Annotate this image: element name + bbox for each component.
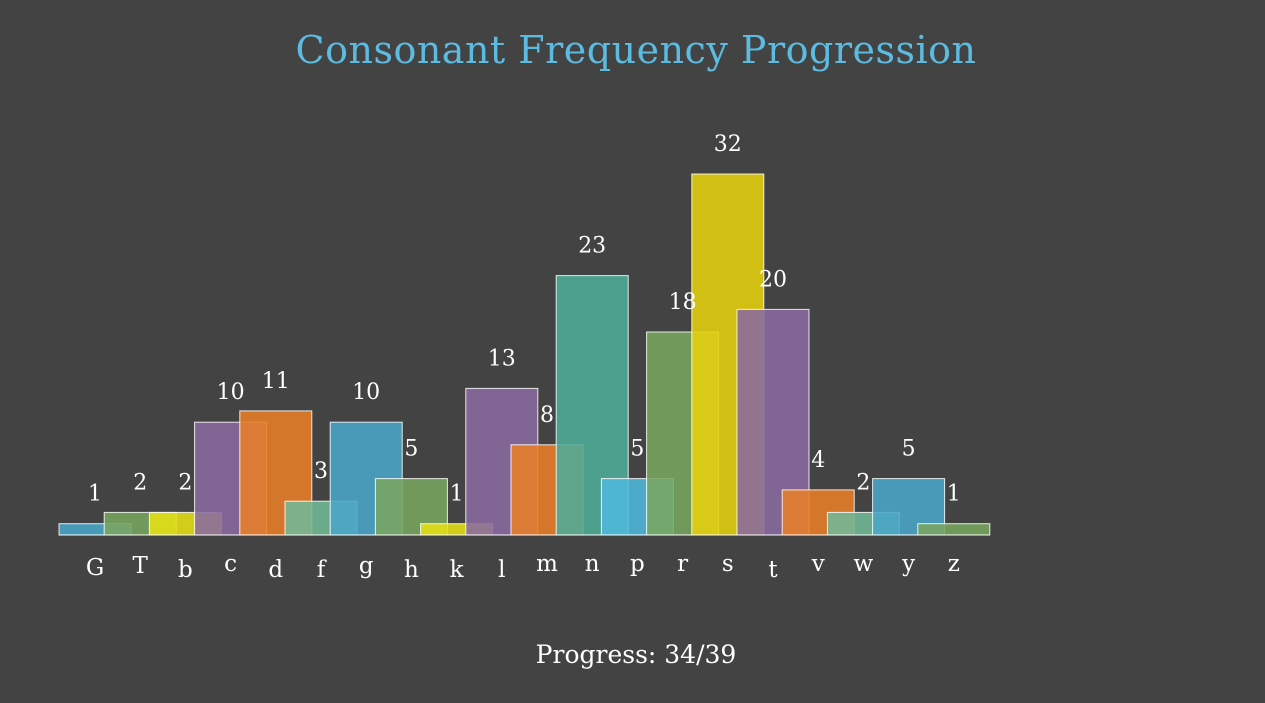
value-label-k: 1	[450, 482, 464, 507]
x-tick-T: T	[133, 553, 149, 579]
x-tick-m: m	[536, 551, 558, 577]
x-tick-v: v	[811, 551, 825, 577]
x-tick-n: n	[585, 551, 600, 577]
x-tick-p: p	[630, 551, 645, 577]
value-label-d: 11	[262, 369, 290, 394]
value-label-t: 20	[759, 267, 787, 292]
chart-title: Consonant Frequency Progression	[295, 28, 977, 72]
value-label-v: 4	[811, 448, 825, 473]
x-tick-b: b	[178, 557, 193, 583]
bar-z	[917, 523, 991, 536]
bars-group	[58, 173, 991, 536]
x-tick-s: s	[722, 551, 734, 577]
value-label-y: 5	[902, 437, 916, 462]
x-tick-y: y	[901, 551, 915, 577]
value-label-h: 5	[404, 437, 418, 462]
x-tick-h: h	[404, 557, 419, 583]
value-label-b: 2	[178, 470, 192, 495]
x-tick-t: t	[768, 557, 778, 583]
value-label-r: 18	[669, 290, 697, 315]
x-tick-g: g	[359, 553, 374, 579]
value-label-c: 10	[217, 380, 245, 405]
x-tick-z: z	[948, 551, 960, 577]
x-tick-f: f	[317, 557, 327, 583]
value-label-l: 13	[488, 346, 516, 371]
x-tick-k: k	[450, 557, 465, 583]
value-label-z: 1	[947, 482, 961, 507]
x-tick-d: d	[268, 557, 283, 583]
x-tick-c: c	[224, 551, 237, 577]
x-tick-r: r	[677, 551, 688, 577]
x-tick-w: w	[854, 551, 874, 577]
value-label-g: 10	[352, 380, 380, 405]
x-tick-G: G	[86, 555, 104, 581]
value-label-m: 8	[540, 403, 554, 428]
value-label-T: 2	[133, 470, 147, 495]
value-label-G: 1	[88, 482, 102, 507]
value-label-n: 23	[578, 234, 606, 259]
progress-label: Progress: 34/39	[535, 640, 737, 669]
value-label-s: 32	[714, 132, 742, 157]
value-label-p: 5	[630, 437, 644, 462]
value-label-f: 3	[314, 459, 328, 484]
value-label-w: 2	[856, 470, 870, 495]
x-tick-l: l	[498, 557, 505, 583]
